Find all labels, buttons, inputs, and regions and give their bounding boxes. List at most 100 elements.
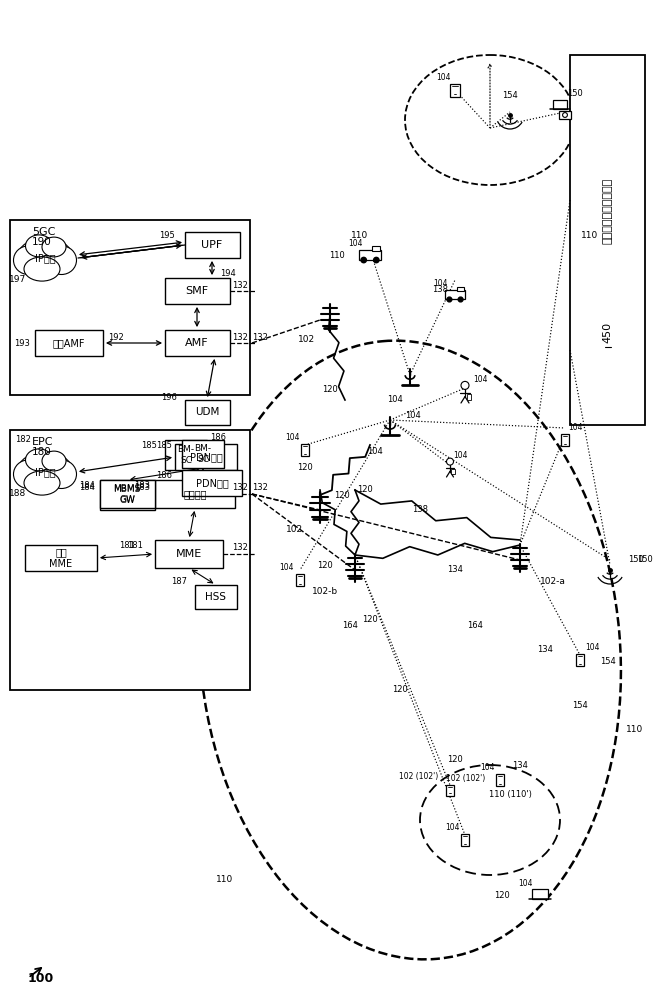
Text: 184: 184 bbox=[79, 484, 95, 492]
Circle shape bbox=[458, 297, 463, 302]
Bar bbox=[372, 246, 380, 250]
Text: UDM: UDM bbox=[195, 407, 219, 417]
Bar bbox=[359, 250, 381, 259]
Text: 102: 102 bbox=[298, 336, 315, 344]
Text: 195: 195 bbox=[159, 231, 175, 239]
Text: 180: 180 bbox=[32, 447, 52, 457]
Text: 102 (102'): 102 (102') bbox=[399, 772, 438, 782]
Text: 150: 150 bbox=[637, 556, 653, 564]
Text: 164: 164 bbox=[342, 620, 358, 630]
Text: IP服务: IP服务 bbox=[35, 467, 56, 477]
Circle shape bbox=[361, 257, 366, 263]
Text: 其它AMF: 其它AMF bbox=[53, 338, 86, 348]
Text: 185: 185 bbox=[156, 440, 172, 450]
Bar bbox=[165, 440, 207, 470]
Text: 其它
MME: 其它 MME bbox=[50, 547, 72, 569]
Bar bbox=[35, 330, 103, 356]
Text: 5GC: 5GC bbox=[32, 227, 56, 237]
Text: HSS: HSS bbox=[206, 592, 227, 602]
Text: 104: 104 bbox=[567, 422, 582, 432]
Bar bbox=[451, 469, 455, 474]
Bar bbox=[100, 480, 155, 508]
Text: 120: 120 bbox=[362, 615, 378, 624]
Text: 102: 102 bbox=[286, 526, 303, 534]
Text: 132: 132 bbox=[252, 484, 268, 492]
Text: 102 (102'): 102 (102') bbox=[446, 774, 485, 782]
Bar bbox=[182, 440, 224, 468]
Text: 120: 120 bbox=[317, 560, 333, 570]
Text: 110: 110 bbox=[329, 250, 345, 259]
Text: 104: 104 bbox=[518, 879, 532, 888]
Text: 110: 110 bbox=[626, 726, 644, 734]
Bar bbox=[10, 220, 250, 395]
Text: 104: 104 bbox=[285, 432, 299, 442]
Text: 104: 104 bbox=[348, 238, 362, 247]
Text: 120: 120 bbox=[334, 490, 350, 499]
Text: MBMS
GW: MBMS GW bbox=[114, 485, 140, 505]
Circle shape bbox=[374, 257, 379, 263]
Text: 181: 181 bbox=[119, 540, 135, 550]
Circle shape bbox=[563, 113, 567, 117]
Circle shape bbox=[447, 297, 452, 302]
Text: 100: 100 bbox=[28, 972, 54, 984]
Text: 110: 110 bbox=[216, 876, 234, 884]
Bar bbox=[446, 784, 454, 796]
Bar bbox=[165, 330, 230, 356]
Text: 120: 120 bbox=[322, 385, 338, 394]
Text: 164: 164 bbox=[467, 620, 483, 630]
Text: 104: 104 bbox=[453, 452, 468, 460]
Ellipse shape bbox=[18, 452, 72, 487]
Text: 138: 138 bbox=[432, 286, 448, 294]
Text: 154: 154 bbox=[572, 700, 588, 710]
Bar bbox=[175, 444, 237, 470]
Text: 132: 132 bbox=[232, 334, 248, 342]
Text: 120: 120 bbox=[494, 890, 510, 900]
Bar bbox=[25, 545, 97, 571]
Text: SMF: SMF bbox=[185, 286, 208, 296]
Text: PDN网关: PDN网关 bbox=[196, 478, 229, 488]
Text: 183: 183 bbox=[134, 484, 150, 492]
Bar bbox=[461, 834, 470, 846]
Text: 190: 190 bbox=[32, 237, 52, 247]
Ellipse shape bbox=[46, 460, 76, 489]
Text: 132: 132 bbox=[252, 332, 268, 342]
Text: 104: 104 bbox=[279, 562, 293, 572]
Text: EPC: EPC bbox=[32, 437, 54, 447]
Text: 120: 120 bbox=[297, 462, 313, 472]
Ellipse shape bbox=[24, 257, 60, 281]
Bar bbox=[559, 111, 571, 119]
Bar bbox=[553, 100, 567, 109]
Text: PDN网关: PDN网关 bbox=[189, 452, 223, 462]
Text: 132: 132 bbox=[232, 544, 248, 552]
Text: 183: 183 bbox=[134, 481, 150, 489]
Bar bbox=[296, 574, 304, 586]
Bar bbox=[155, 540, 223, 568]
Ellipse shape bbox=[25, 449, 52, 471]
Bar bbox=[570, 55, 645, 425]
Text: 120: 120 bbox=[392, 686, 408, 694]
Bar bbox=[165, 278, 230, 304]
Text: 187: 187 bbox=[171, 576, 187, 585]
Text: 104: 104 bbox=[436, 73, 451, 82]
Text: 110 (110'): 110 (110') bbox=[488, 790, 532, 800]
Text: 120: 120 bbox=[357, 486, 373, 494]
Bar bbox=[576, 654, 584, 666]
Text: 服务网关: 服务网关 bbox=[183, 489, 207, 499]
Bar bbox=[561, 434, 569, 446]
Text: 104: 104 bbox=[445, 822, 459, 832]
Text: 134: 134 bbox=[512, 760, 528, 770]
Bar bbox=[451, 84, 460, 97]
Ellipse shape bbox=[24, 471, 60, 495]
Text: 110: 110 bbox=[581, 231, 599, 239]
Text: 150: 150 bbox=[628, 556, 644, 564]
Ellipse shape bbox=[42, 451, 66, 471]
Bar bbox=[532, 889, 549, 899]
Text: 184: 184 bbox=[79, 481, 95, 489]
Bar bbox=[182, 470, 242, 496]
Bar bbox=[185, 232, 240, 258]
Text: 186: 186 bbox=[156, 471, 172, 480]
Text: 102-a: 102-a bbox=[540, 578, 566, 586]
Ellipse shape bbox=[14, 246, 44, 274]
Bar bbox=[100, 480, 155, 510]
Text: 188: 188 bbox=[9, 489, 27, 498]
